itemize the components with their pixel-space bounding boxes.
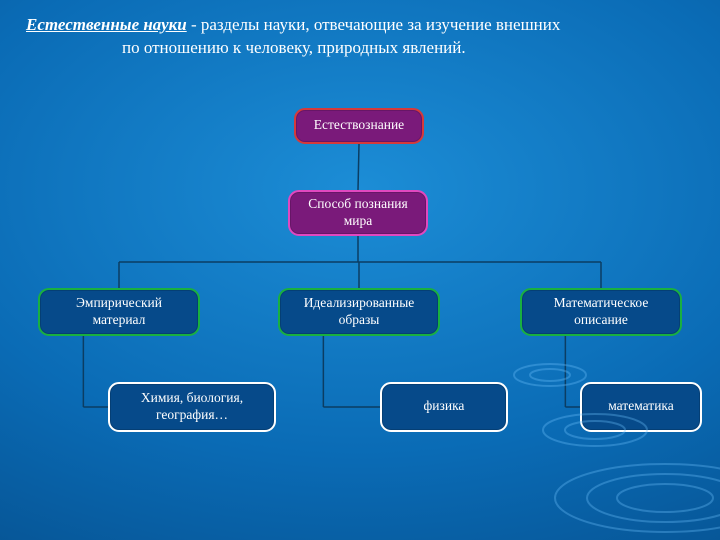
node-n5: Математическое описание (520, 288, 682, 336)
node-n7: физика (380, 382, 508, 432)
node-n8: математика (580, 382, 702, 432)
header-term: Естественные науки (26, 15, 187, 34)
header-dash: - (187, 15, 201, 34)
node-n3: Эмпирический материал (38, 288, 200, 336)
node-n4: Идеализированные образы (278, 288, 440, 336)
header: Естественные науки - разделы науки, отве… (0, 0, 720, 70)
tree-diagram: Естествознание Способ познания мира Эмпири… (0, 70, 720, 500)
header-def-1: разделы науки, отвечающие за изучение вн… (201, 15, 560, 34)
node-n6: Химия, биология, география… (108, 382, 276, 432)
node-n1: Естествознание (294, 108, 424, 144)
header-def-2: по отношению к человеку, природных явлен… (26, 37, 466, 60)
node-n2: Способ познания мира (288, 190, 428, 236)
